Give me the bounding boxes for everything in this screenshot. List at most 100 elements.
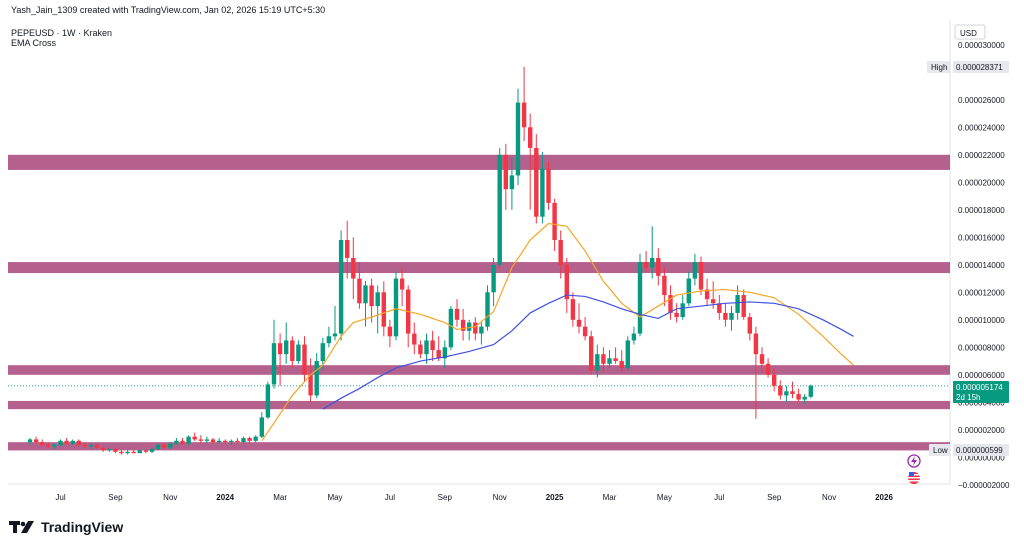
candle[interactable]	[729, 306, 734, 331]
candle[interactable]	[772, 367, 777, 392]
candle[interactable]	[613, 347, 618, 364]
candle[interactable]	[143, 449, 149, 454]
candle[interactable]	[241, 436, 246, 444]
candle[interactable]	[235, 438, 240, 444]
candle[interactable]	[332, 306, 338, 341]
candle[interactable]	[576, 303, 582, 334]
candle[interactable]	[186, 435, 191, 445]
candle[interactable]	[564, 257, 569, 313]
candle[interactable]	[345, 220, 350, 279]
candle[interactable]	[479, 322, 484, 345]
candle[interactable]	[253, 435, 258, 443]
candle[interactable]	[381, 281, 386, 337]
lightning-icon[interactable]	[907, 454, 921, 468]
candle[interactable]	[369, 278, 374, 323]
candle[interactable]	[70, 439, 75, 445]
candle[interactable]	[570, 292, 576, 327]
candle[interactable]	[406, 285, 411, 348]
candle[interactable]	[277, 333, 283, 386]
candle[interactable]	[351, 237, 356, 300]
candle[interactable]	[33, 436, 39, 444]
candle[interactable]	[515, 88, 521, 186]
candle[interactable]	[753, 326, 759, 419]
candle[interactable]	[589, 330, 594, 375]
candle[interactable]	[521, 66, 527, 142]
candle[interactable]	[64, 438, 69, 445]
candle[interactable]	[656, 248, 661, 286]
candle[interactable]	[168, 442, 173, 450]
candle[interactable]	[40, 439, 45, 447]
us-flag-icon[interactable]	[908, 472, 920, 484]
candle[interactable]	[454, 299, 460, 327]
candle[interactable]	[765, 358, 771, 378]
candle[interactable]	[107, 447, 112, 452]
currency-badge[interactable]	[954, 24, 986, 40]
candle[interactable]	[326, 326, 332, 348]
candle[interactable]	[491, 257, 496, 307]
candle[interactable]	[595, 344, 600, 378]
candle[interactable]	[467, 319, 472, 341]
candle[interactable]	[88, 443, 94, 450]
candle[interactable]	[192, 432, 197, 441]
candle[interactable]	[485, 285, 490, 331]
support-resistance-zone[interactable]	[8, 442, 950, 451]
candle[interactable]	[271, 319, 277, 389]
candle[interactable]	[247, 436, 252, 444]
candle[interactable]	[76, 439, 81, 447]
candle[interactable]	[460, 308, 466, 341]
candle[interactable]	[265, 381, 271, 419]
candle[interactable]	[216, 438, 222, 444]
candle[interactable]	[674, 303, 679, 323]
candle[interactable]	[259, 411, 264, 439]
support-resistance-zone[interactable]	[8, 262, 950, 274]
candle[interactable]	[540, 152, 545, 224]
candle[interactable]	[747, 312, 752, 341]
candle[interactable]	[113, 447, 118, 454]
candle[interactable]	[46, 442, 51, 448]
candle[interactable]	[204, 436, 210, 444]
candle[interactable]	[58, 439, 63, 447]
candle[interactable]	[436, 336, 441, 362]
candle[interactable]	[412, 322, 417, 355]
candle[interactable]	[790, 381, 795, 399]
candle[interactable]	[778, 380, 783, 400]
candle[interactable]	[509, 157, 515, 210]
candle[interactable]	[637, 253, 643, 337]
candle[interactable]	[808, 384, 813, 399]
candle[interactable]	[759, 347, 765, 373]
candle[interactable]	[357, 262, 362, 309]
candle[interactable]	[101, 446, 106, 452]
candle[interactable]	[290, 336, 295, 368]
candle[interactable]	[625, 336, 630, 371]
candle[interactable]	[784, 385, 789, 403]
candle[interactable]	[662, 267, 667, 307]
candle[interactable]	[27, 438, 33, 445]
candle[interactable]	[210, 438, 216, 444]
candle[interactable]	[650, 226, 655, 279]
candle[interactable]	[796, 388, 801, 403]
candle[interactable]	[601, 347, 606, 373]
candle[interactable]	[534, 134, 539, 224]
candle[interactable]	[94, 443, 100, 450]
candle[interactable]	[52, 443, 57, 450]
candle[interactable]	[180, 438, 185, 445]
candle[interactable]	[448, 306, 454, 351]
candle[interactable]	[174, 438, 179, 445]
candle[interactable]	[131, 449, 136, 454]
candle[interactable]	[631, 326, 637, 345]
candle[interactable]	[558, 230, 563, 279]
candle[interactable]	[223, 439, 228, 444]
candle[interactable]	[503, 143, 508, 210]
candle[interactable]	[229, 439, 234, 445]
candle[interactable]	[284, 322, 289, 364]
candle[interactable]	[424, 333, 429, 364]
candle[interactable]	[704, 278, 710, 307]
candle[interactable]	[387, 319, 393, 348]
candle[interactable]	[155, 443, 161, 451]
candle[interactable]	[473, 317, 478, 341]
support-resistance-zone[interactable]	[8, 365, 950, 375]
candle[interactable]	[149, 447, 155, 454]
candle[interactable]	[607, 350, 612, 368]
candle[interactable]	[698, 256, 704, 296]
candle[interactable]	[582, 317, 588, 341]
